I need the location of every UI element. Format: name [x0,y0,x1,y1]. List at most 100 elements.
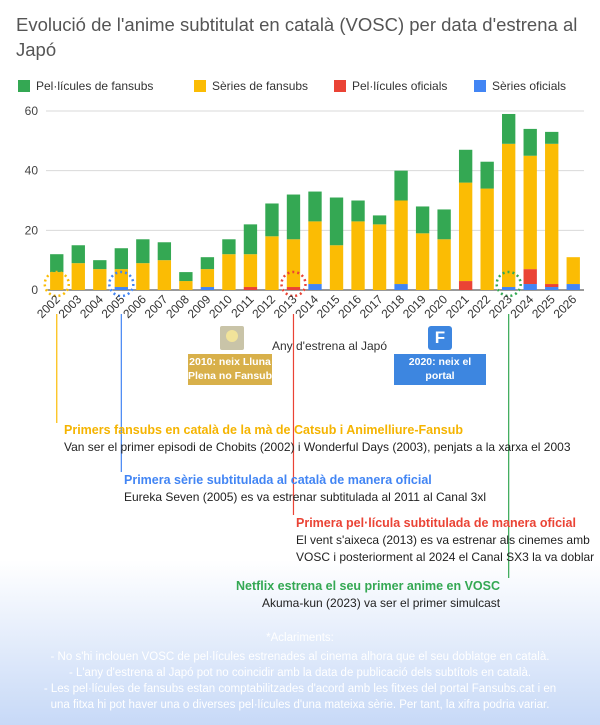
legend-swatch [18,80,30,92]
x-tick-label: 2009 [185,292,214,321]
annotation-text-pellicula-oficial-2: VOSC i posteriorment al 2024 el Canal SX… [296,550,595,564]
legend-label: Pel·lícules oficials [352,79,448,93]
bar-segment [136,239,150,264]
legend-swatch [334,80,346,92]
annotation-text-pellicula-oficial-1: El vent s'aixeca (2013) es va estrenar a… [296,533,590,547]
bar-segment [93,269,107,290]
lluna-plena-badge: 2010: neix Lluna Plena no Fansub [188,354,272,385]
bar-segment [265,203,279,237]
bar-segment [157,242,172,261]
note-line: una fitxa hi pot haver una o diverses pe… [50,699,550,711]
x-tick-label: 2016 [335,292,364,321]
x-tick-label: 2010 [206,292,235,321]
bar-segment [458,149,473,183]
bar-segment [329,245,344,290]
annotation-title-serie-oficial: Primera sèrie subtitulada al català de m… [124,473,432,487]
bar-segment [566,257,580,285]
bar-segment [286,287,301,290]
y-tick-label: 0 [31,283,38,297]
bar-segment [50,254,64,273]
annotation-text-fansubs: Van ser el primer episodi de Chobits (20… [64,440,571,454]
bar-segment [308,284,322,290]
bars [50,113,580,290]
bar-segment [114,287,128,290]
legend-label: Sèries de fansubs [212,79,309,93]
bar-segment [243,254,258,288]
bar-segment [502,113,516,144]
x-tick-label: 2025 [529,292,558,321]
bar-segment [523,269,537,285]
note-line: - No s'hi inclouen VOSC de pel·lícules e… [50,651,550,663]
fansubs-badge-line: portal Fansubs.cat [409,370,471,396]
bar-segment [545,131,559,144]
bar-segment [71,245,85,264]
bar-segment [243,224,258,255]
bar-segment [502,287,516,290]
leader-lines [56,314,510,578]
legend-swatch [194,80,206,92]
bar-segment [480,161,494,189]
bar-chart: 0 20 40 60 20022003200420052006200720082009… [25,104,584,578]
bar-segment [545,284,559,288]
x-tick-label: 2004 [77,292,106,321]
bar-segment [351,200,365,222]
x-tick-label: 2019 [400,292,429,321]
bar-segment [394,284,408,290]
bar-segment [458,281,473,290]
y-tick-label: 60 [25,104,39,118]
bar-segment [243,287,258,290]
highlight-circle [43,270,71,298]
bar-segment [372,224,387,290]
annotation-title-pellicula-oficial: Primera pel·lícula subtitulada de manera… [296,516,576,530]
legend-swatch [474,80,486,92]
x-tick-label: 2012 [249,292,278,321]
bar-segment [179,272,193,282]
bar-segment [157,260,172,290]
bar-segment [50,272,64,290]
annotation-text-netflix: Akuma-kun (2023) va ser el primer simulc… [262,596,501,610]
bar-segment [545,143,559,285]
bar-segment [286,239,301,288]
bar-segment [179,281,193,290]
x-tick-label: 2026 [551,292,580,321]
x-tick-label: 2020 [421,292,450,321]
y-tick-label: 40 [25,164,39,178]
x-tick-label: 2015 [314,292,343,321]
bar-segment [415,233,430,290]
note-line: - Les pel·lícules de fansubs estan compt… [43,683,557,695]
annotation-title-netflix: Netflix estrena el seu primer anime en V… [236,579,500,593]
y-axis-labels: 0 20 40 60 [25,104,39,297]
bar-segment [523,155,537,270]
x-tick-label: 2007 [142,292,171,321]
bar-segment [566,284,580,290]
bar-segment [394,200,408,285]
bar-segment [200,269,215,288]
note-line: - L'any d'estrena al Japó pot no coincid… [68,667,532,679]
bar-segment [114,248,128,270]
bar-segment [523,128,537,156]
x-tick-label: 2018 [378,292,407,321]
bar-segment [458,182,473,282]
lluna-plena-logo-icon [220,326,244,350]
bar-segment [200,257,215,270]
bar-segment [394,170,408,201]
x-tick-label: 2008 [163,292,192,321]
chart-title: Evolució de l'anime subtitulat en català… [16,14,578,60]
bar-segment [222,254,236,290]
bar-segment [71,263,85,290]
legend-label: Sèries oficials [492,79,567,93]
x-axis-title: Any d'estrena al Japó [272,339,388,353]
fansubs-cat-badge: 2020: neix el portal Fansubs.cat [394,354,486,396]
bar-segment [308,221,322,285]
notes-heading: *Aclariments: [266,632,334,644]
bar-segment [480,188,494,290]
fansubs-cat-logo-icon: F [428,326,452,350]
bar-segment [286,194,301,240]
bar-segment [308,191,322,222]
annotation-title-fansubs: Primers fansubs en català de la mà de Ca… [64,423,463,437]
x-tick-label: 2011 [228,292,256,320]
clarifications: *Aclariments: - No s'hi inclouen VOSC de… [0,630,600,713]
bar-segment [200,287,215,290]
bar-segment [265,236,279,290]
y-tick-label: 20 [25,223,39,237]
